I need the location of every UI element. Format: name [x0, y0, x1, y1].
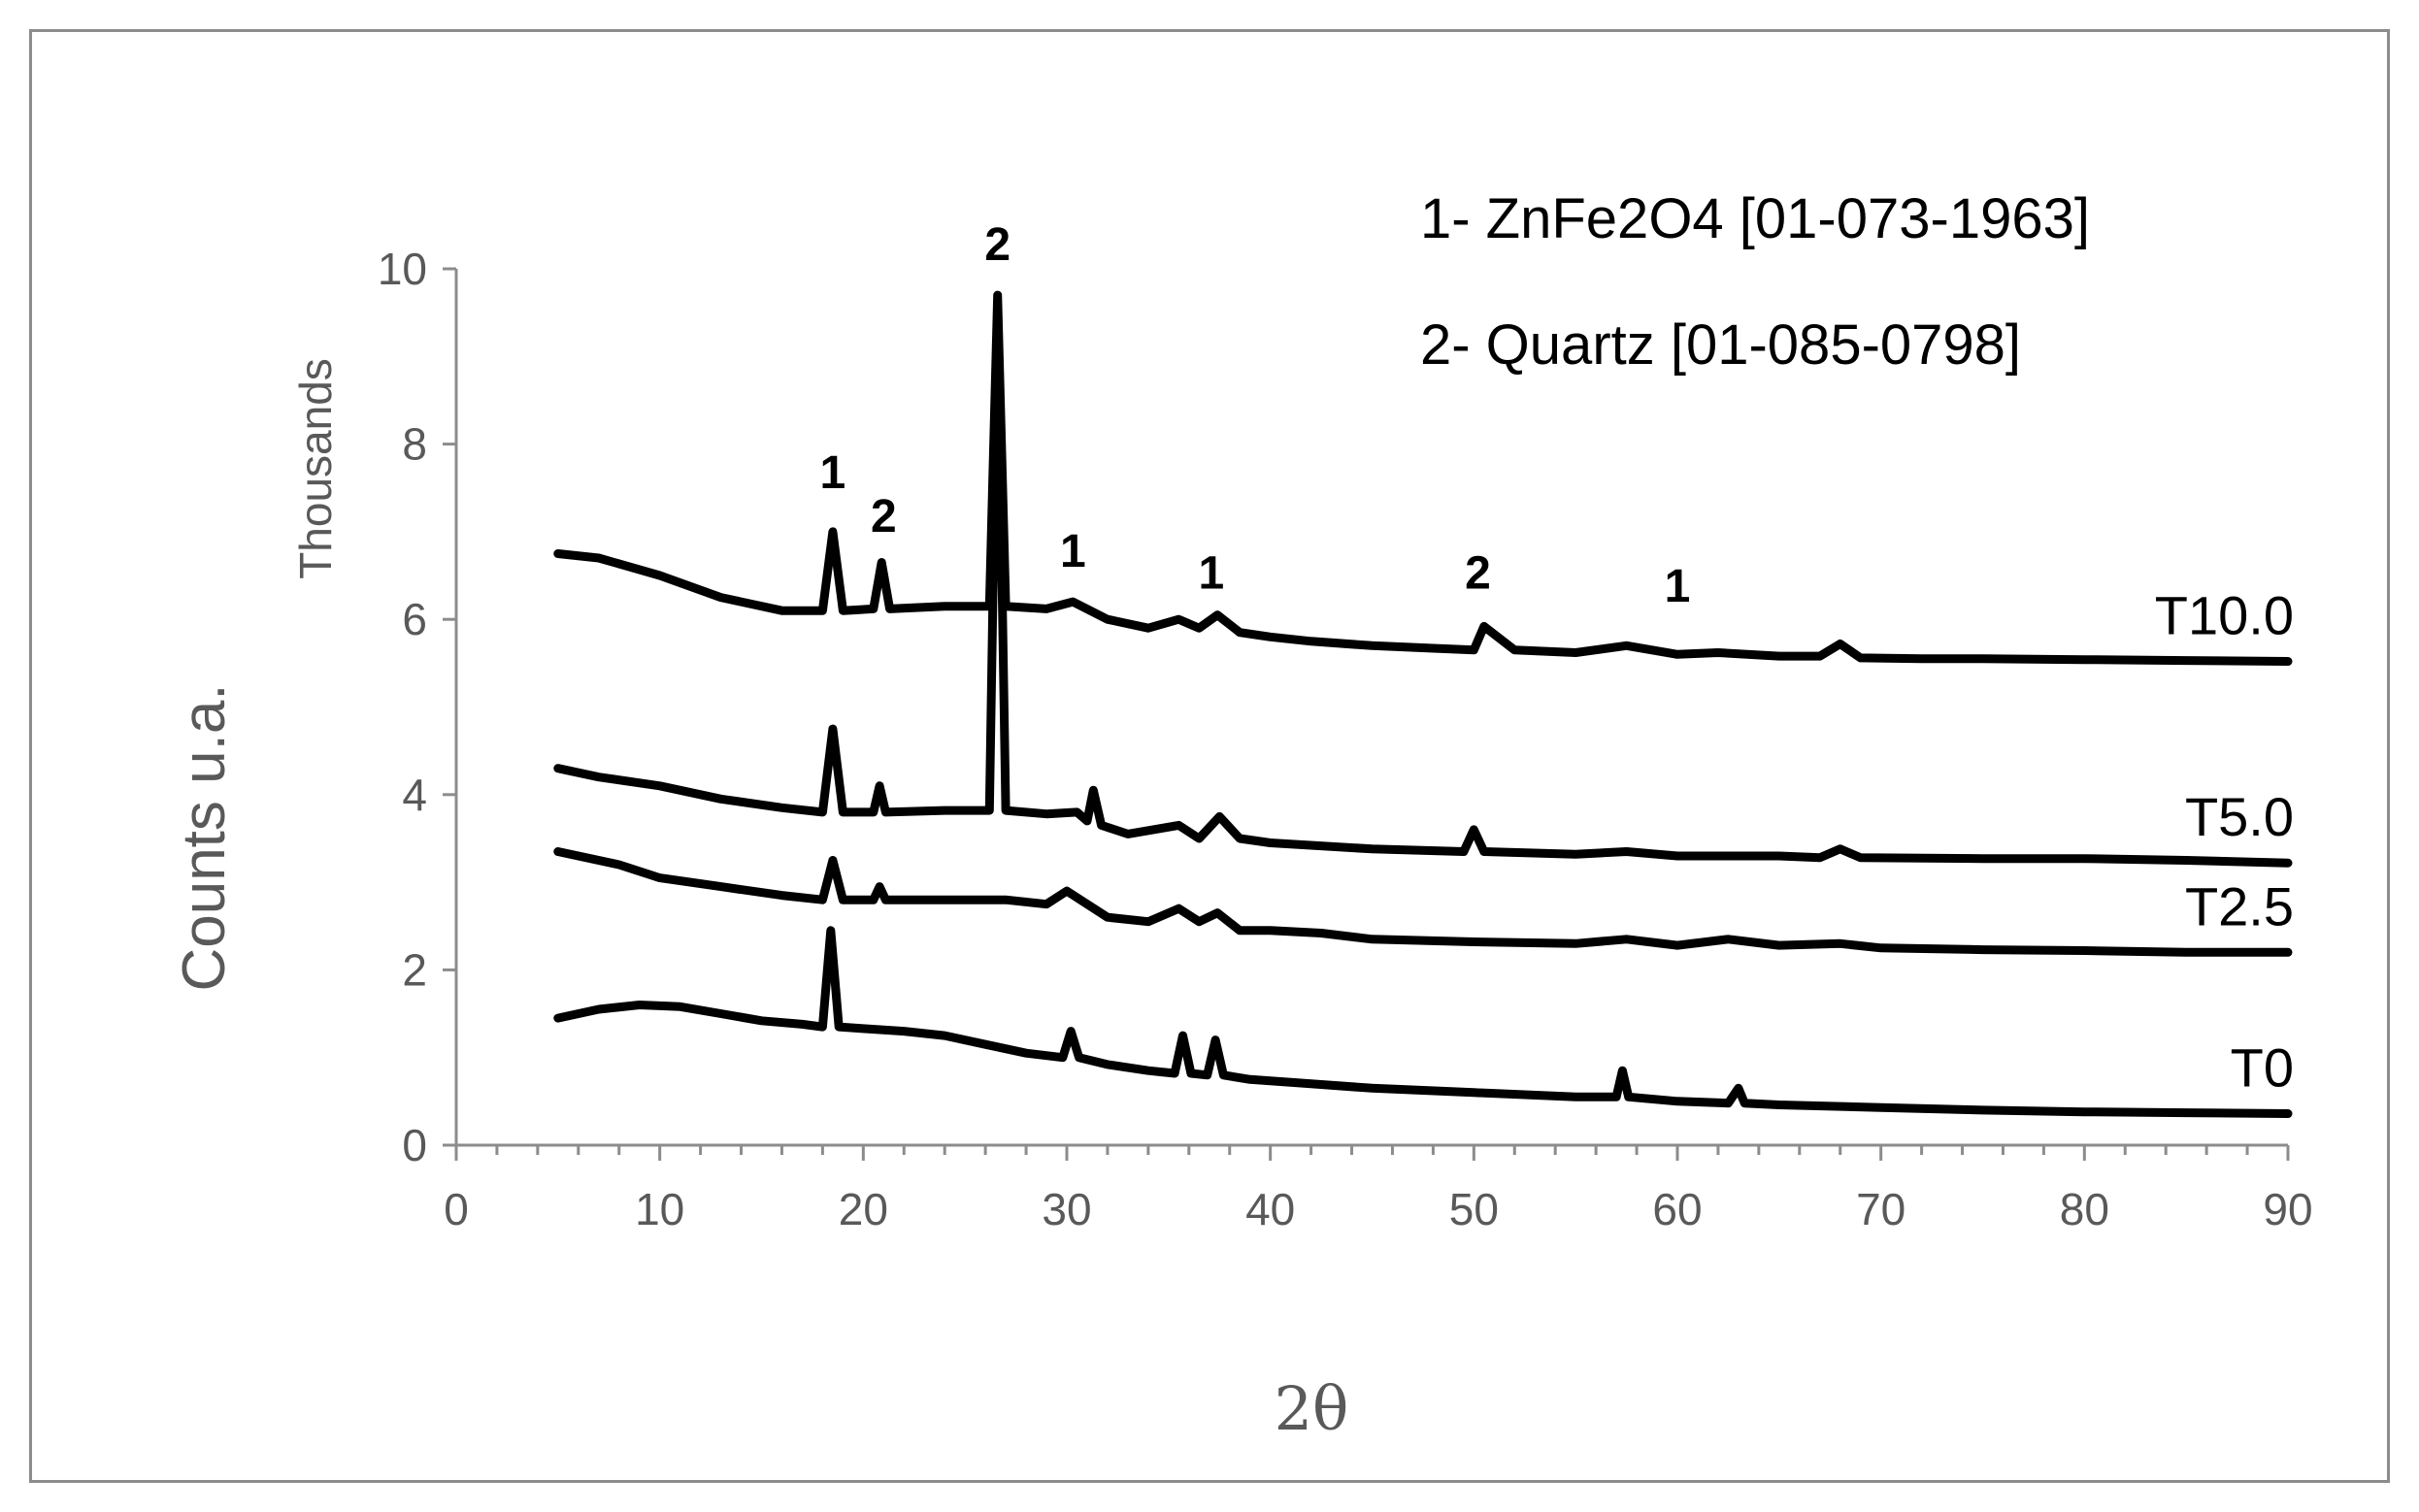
y-axis-title: Counts u.a. — [171, 683, 238, 991]
axes — [454, 269, 2288, 1147]
y-axis-unit-label: Thousands — [290, 358, 341, 579]
x-tick-label: 90 — [2263, 1184, 2312, 1234]
series-group — [553, 290, 2293, 1118]
y-tick-label: 4 — [402, 770, 427, 820]
series-label-T10.0: T10.0 — [2155, 585, 2294, 646]
peak-label: 1 — [1199, 548, 1225, 600]
peak-label: 1 — [1665, 561, 1691, 612]
x-axis-ticks: 0 10 20 30 40 50 60 70 80 90 — [444, 1145, 2313, 1234]
x-axis-title: 2θ — [1275, 1373, 1349, 1444]
x-tick-label: 0 — [444, 1184, 469, 1234]
x-tick-label: 20 — [839, 1184, 888, 1234]
series-label-T0: T0 — [2231, 1036, 2294, 1098]
peak-label: 2 — [984, 219, 1011, 271]
x-tick-label: 10 — [635, 1184, 684, 1234]
y-tick-label: 8 — [402, 419, 427, 470]
y-tick-label: 0 — [402, 1120, 427, 1170]
x-tick-label: 30 — [1042, 1184, 1091, 1234]
series-line-T10.0 — [553, 290, 2293, 666]
x-tick-label: 70 — [1856, 1184, 1905, 1234]
y-tick-label: 10 — [378, 244, 427, 294]
x-tick-label: 60 — [1652, 1184, 1702, 1234]
series-line-T0 — [553, 926, 2293, 1118]
legend-line-1: 1- ZnFe2O4 [01-073-1963] — [1420, 187, 2090, 250]
series-label-T5.0: T5.0 — [2185, 786, 2294, 847]
series-label-T2.5: T2.5 — [2185, 875, 2294, 937]
y-tick-label: 2 — [402, 944, 427, 995]
y-tick-label: 6 — [402, 594, 427, 644]
x-tick-label: 40 — [1245, 1184, 1295, 1234]
peak-label: 1 — [820, 447, 846, 499]
series-line-T5.0 — [553, 308, 2293, 868]
series-labels: T10.0 T5.0 T2.5 T0 — [2155, 585, 2294, 1099]
legend-line-2: 2- Quartz [01-085-0798] — [1420, 313, 2021, 377]
x-tick-label: 80 — [2060, 1184, 2109, 1234]
y-axis-ticks: 0 2 4 6 8 10 — [378, 244, 456, 1170]
peak-label: 2 — [1465, 548, 1491, 600]
peak-label: 1 — [1060, 526, 1086, 577]
x-tick-label: 50 — [1449, 1184, 1499, 1234]
series-line-T2.5 — [553, 847, 2293, 957]
peak-label: 2 — [871, 491, 897, 542]
